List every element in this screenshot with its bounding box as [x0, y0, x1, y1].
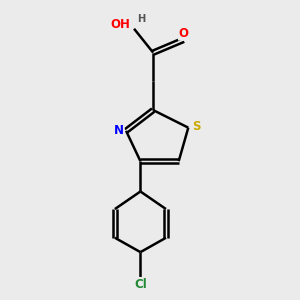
- Text: Cl: Cl: [134, 278, 147, 290]
- Text: H: H: [137, 14, 145, 24]
- Text: S: S: [192, 120, 200, 133]
- Text: OH: OH: [110, 18, 130, 32]
- Text: N: N: [114, 124, 124, 137]
- Text: O: O: [178, 27, 188, 40]
